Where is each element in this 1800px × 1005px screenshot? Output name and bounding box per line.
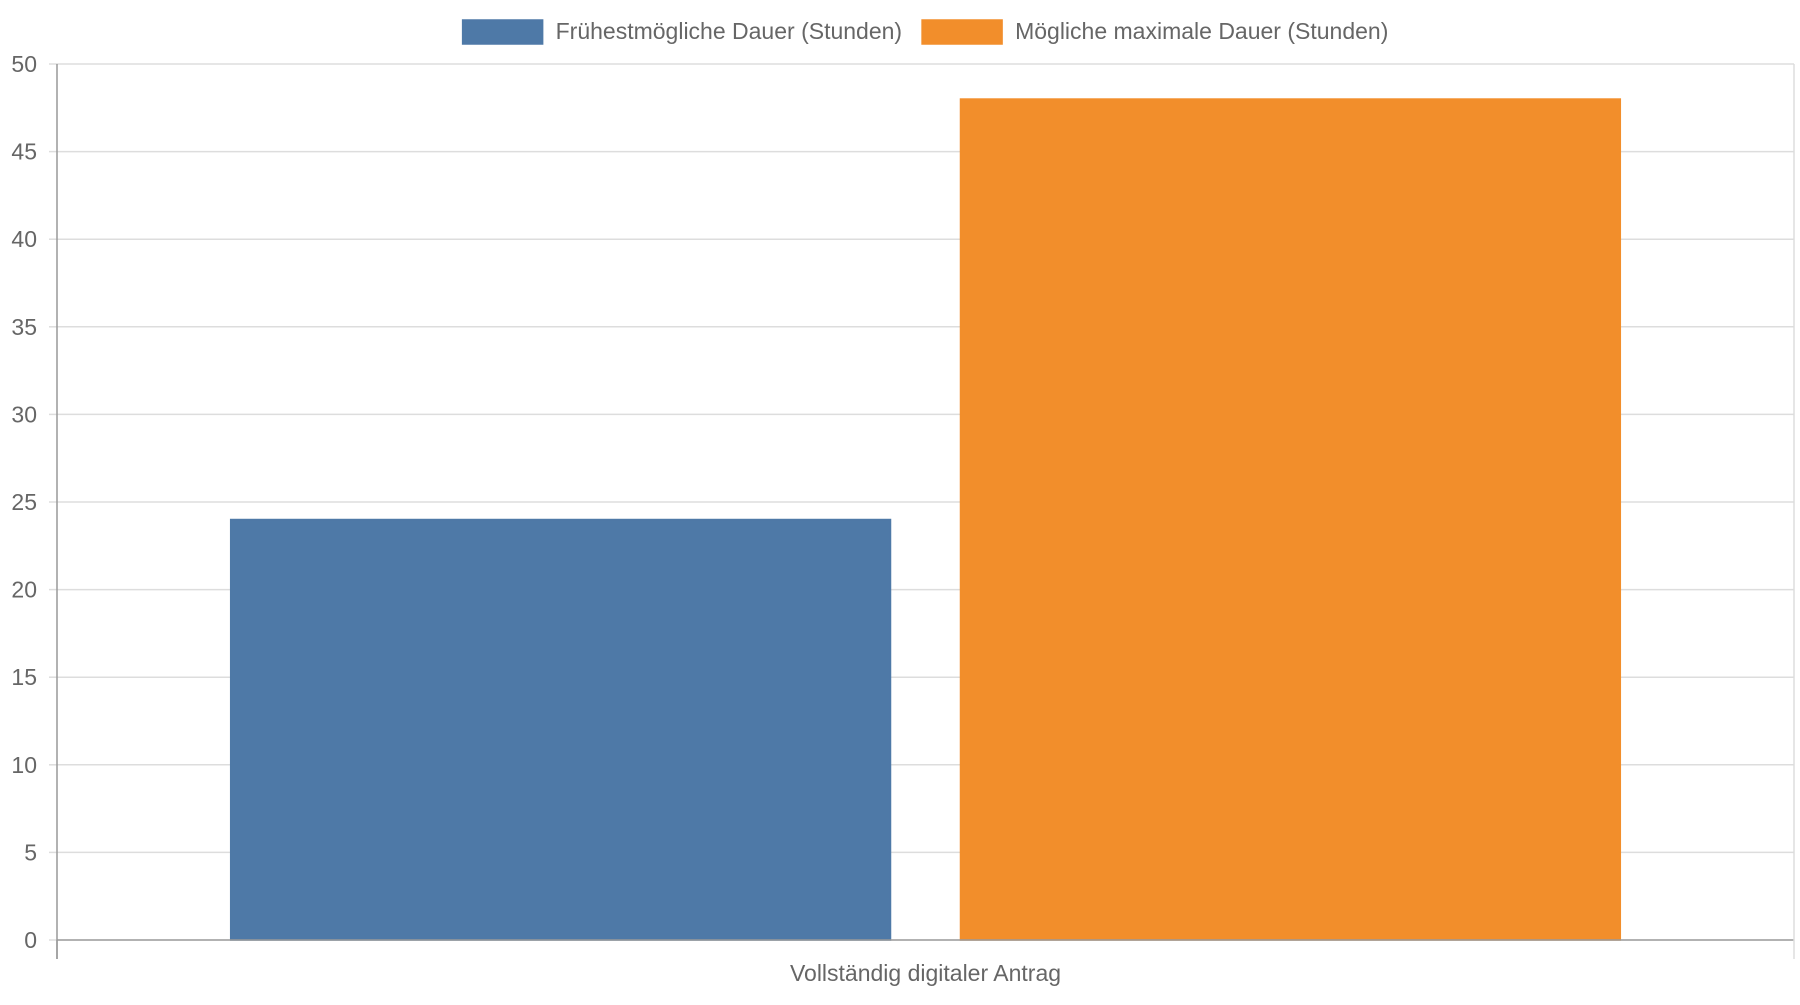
y-tick-label: 0 xyxy=(24,927,37,953)
y-tick-label: 50 xyxy=(11,51,37,77)
y-tick-label: 15 xyxy=(11,664,37,690)
y-tick-label: 40 xyxy=(11,226,37,252)
legend[interactable]: Frühestmögliche Dauer (Stunden) Mögliche … xyxy=(461,18,1389,45)
y-tick-label: 10 xyxy=(11,752,37,778)
legend-label: Mögliche maximale Dauer (Stunden) xyxy=(1015,18,1388,44)
legend-swatch xyxy=(921,19,1003,45)
legend-item[interactable]: Frühestmögliche Dauer (Stunden) xyxy=(461,18,902,45)
axes xyxy=(56,64,1795,959)
y-tick-labels: 0 5 10 15 20 25 30 35 40 45 50 xyxy=(11,51,37,953)
y-tick-label: 45 xyxy=(11,139,37,165)
y-tick-label: 30 xyxy=(11,401,37,427)
y-tick-label: 20 xyxy=(11,577,37,603)
bar[interactable] xyxy=(229,518,892,941)
legend-label: Frühestmögliche Dauer (Stunden) xyxy=(556,18,902,44)
legend-swatch xyxy=(461,19,544,45)
y-tick-label: 5 xyxy=(24,839,37,865)
bars xyxy=(229,98,1622,941)
x-tick-labels: Vollständig digitaler Antrag xyxy=(790,960,1061,986)
bar[interactable] xyxy=(959,98,1622,941)
legend-item[interactable]: Mögliche maximale Dauer (Stunden) xyxy=(921,18,1388,45)
y-tick-label: 35 xyxy=(11,314,37,340)
x-tick-label: Vollständig digitaler Antrag xyxy=(790,960,1061,986)
y-tick-label: 25 xyxy=(11,489,37,515)
